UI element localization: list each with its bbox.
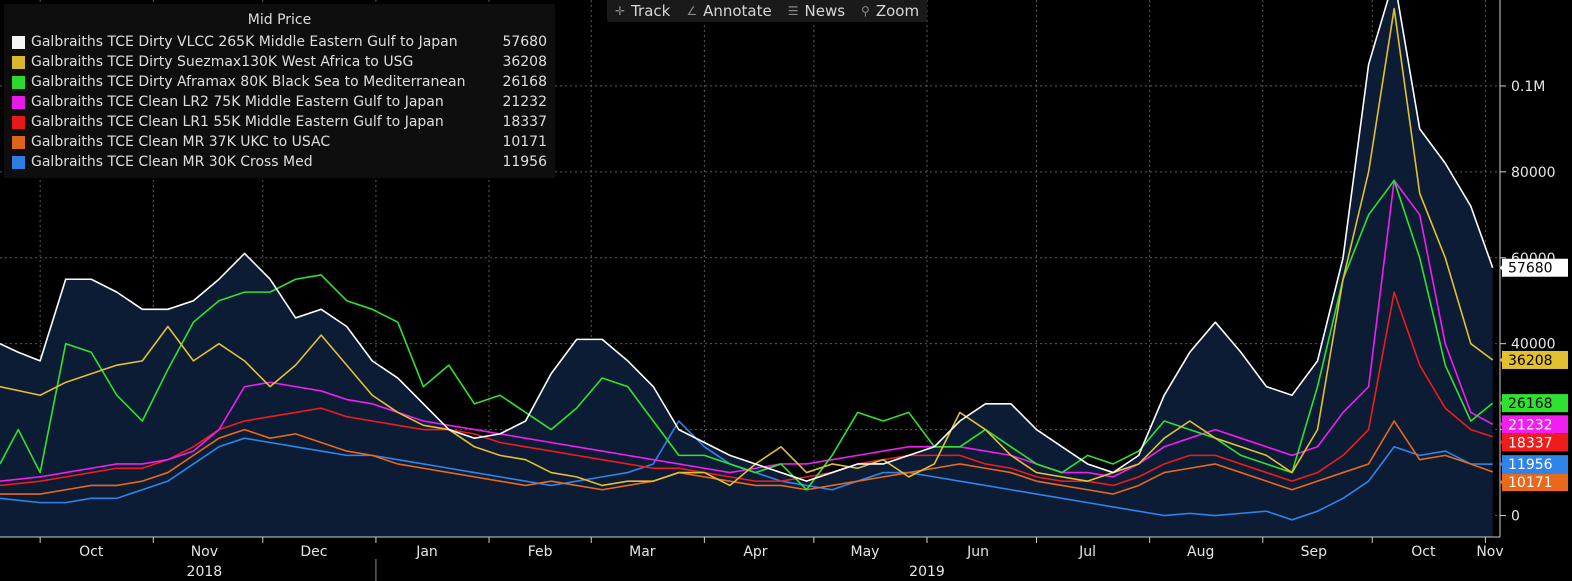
x-tick-label: Mar bbox=[629, 544, 656, 560]
x-tick-label: Feb bbox=[528, 544, 553, 560]
legend-item[interactable]: Galbraiths TCE Dirty Aframax 80K Black S… bbox=[4, 72, 555, 92]
legend-item-name: Galbraiths TCE Clean LR2 75K Middle East… bbox=[31, 94, 444, 110]
legend-item[interactable]: Galbraiths TCE Clean LR1 55K Middle East… bbox=[4, 112, 555, 132]
x-tick-label: Dec bbox=[300, 544, 327, 560]
x-tick-label: Jun bbox=[966, 544, 989, 560]
series-line bbox=[0, 420, 1493, 495]
last-value-tag bbox=[1502, 258, 1568, 277]
track-button[interactable]: ✛ Track bbox=[607, 0, 678, 22]
last-value-tag bbox=[1502, 394, 1568, 413]
last-value-label: 18337 bbox=[1508, 435, 1553, 451]
last-value-pointer bbox=[1500, 437, 1504, 448]
x-tick-label: Nov bbox=[1476, 544, 1503, 560]
legend-item-value: 18337 bbox=[502, 114, 547, 130]
news-button[interactable]: ☰ News bbox=[780, 0, 853, 22]
legend-item[interactable]: Galbraiths TCE Clean MR 37K UKC to USAC 1… bbox=[4, 132, 555, 152]
legend-item-value: 36208 bbox=[502, 54, 547, 70]
last-value-label: 36208 bbox=[1508, 353, 1553, 369]
x-tick-label: Aug bbox=[1187, 544, 1214, 560]
y-tick-label: 80000 bbox=[1511, 165, 1556, 181]
last-value-tag bbox=[1502, 455, 1568, 474]
chart-toolbar: ✛ Track ∠ Annotate ☰ News ⚲ Zoom bbox=[607, 0, 928, 22]
last-value-tag bbox=[1502, 415, 1568, 434]
legend-item-name: Galbraiths TCE Clean LR1 55K Middle East… bbox=[31, 114, 444, 130]
last-value-tag bbox=[1502, 350, 1568, 369]
last-value-pointer bbox=[1500, 398, 1504, 409]
track-label: Track bbox=[631, 2, 671, 20]
legend-swatch bbox=[12, 115, 25, 129]
legend-item-name: Galbraiths TCE Dirty Aframax 80K Black S… bbox=[31, 74, 466, 90]
series-line bbox=[0, 179, 1494, 491]
legend-item[interactable]: Galbraiths TCE Dirty Suezmax130K West Af… bbox=[4, 52, 555, 72]
zoom-button[interactable]: ⚲ Zoom bbox=[853, 0, 927, 22]
x-tick-label: Sep bbox=[1301, 544, 1328, 560]
legend-swatch bbox=[12, 75, 25, 89]
year-label: 2019 bbox=[909, 564, 945, 580]
annotate-button[interactable]: ∠ Annotate bbox=[678, 0, 779, 22]
legend-item[interactable]: Galbraiths TCE Clean LR2 75K Middle East… bbox=[4, 92, 555, 112]
series-area-fill bbox=[0, 0, 1493, 537]
legend-title: Mid Price bbox=[247, 12, 312, 28]
news-icon: ☰ bbox=[787, 4, 799, 18]
legend-item-value: 26168 bbox=[502, 74, 547, 90]
legend-item-value: 57680 bbox=[502, 34, 547, 50]
legend-item-value: 11956 bbox=[502, 154, 547, 170]
last-value-label: 57680 bbox=[1508, 261, 1553, 277]
annotate-label: Annotate bbox=[703, 2, 772, 20]
last-value-tag bbox=[1502, 473, 1568, 492]
legend-item-name: Galbraiths TCE Dirty VLCC 265K Middle Ea… bbox=[31, 34, 458, 50]
last-value-label: 11956 bbox=[1508, 457, 1553, 473]
legend-swatch bbox=[12, 155, 25, 169]
series-line bbox=[0, 291, 1493, 487]
last-value-pointer bbox=[1500, 459, 1504, 470]
zoom-label: Zoom bbox=[875, 2, 920, 20]
x-tick-label: Jan bbox=[415, 544, 438, 560]
x-tick-label: Oct bbox=[1411, 544, 1436, 560]
last-value-pointer bbox=[1500, 354, 1504, 365]
last-value-label: 26168 bbox=[1508, 396, 1553, 412]
legend-swatch bbox=[12, 55, 25, 69]
legend-swatch bbox=[12, 35, 25, 49]
last-value-pointer bbox=[1500, 262, 1504, 273]
x-tick-label: Nov bbox=[191, 544, 218, 560]
last-value-tag bbox=[1502, 433, 1568, 452]
pencil-icon: ∠ bbox=[686, 4, 698, 18]
series-line bbox=[0, 0, 1494, 482]
legend-item[interactable]: Galbraiths TCE Dirty VLCC 265K Middle Ea… bbox=[4, 32, 555, 52]
crosshair-icon: ✛ bbox=[615, 4, 626, 18]
series-line bbox=[0, 179, 1494, 482]
last-value-pointer bbox=[1500, 419, 1504, 430]
legend-item-name: Galbraiths TCE Clean MR 30K Cross Med bbox=[31, 154, 313, 170]
legend-swatch bbox=[12, 135, 25, 149]
magnifier-icon: ⚲ bbox=[861, 4, 870, 18]
x-tick-label: Jul bbox=[1078, 544, 1096, 560]
year-label: 2018 bbox=[187, 564, 223, 580]
x-tick-label: Oct bbox=[79, 544, 104, 560]
legend-item[interactable]: Galbraiths TCE Clean MR 30K Cross Med 119… bbox=[4, 152, 555, 172]
y-tick-label: 40000 bbox=[1511, 337, 1556, 353]
x-tick-label: May bbox=[850, 544, 879, 560]
y-tick-label: 0.1M bbox=[1511, 79, 1545, 95]
legend-item-value: 21232 bbox=[502, 94, 547, 110]
last-value-pointer bbox=[1500, 477, 1504, 488]
last-value-label: 10171 bbox=[1508, 475, 1553, 491]
x-tick-label: Apr bbox=[743, 544, 767, 560]
legend-item-name: Galbraiths TCE Clean MR 37K UKC to USAC bbox=[31, 134, 331, 150]
legend-swatch bbox=[12, 95, 25, 109]
last-value-label: 21232 bbox=[1508, 417, 1553, 433]
legend-item-value: 10171 bbox=[502, 134, 547, 150]
y-tick-label: 0 bbox=[1511, 509, 1520, 525]
legend-item-name: Galbraiths TCE Dirty Suezmax130K West Af… bbox=[31, 54, 414, 70]
legend: Mid Price Galbraiths TCE Dirty VLCC 265K… bbox=[4, 4, 555, 178]
news-label: News bbox=[804, 2, 846, 20]
